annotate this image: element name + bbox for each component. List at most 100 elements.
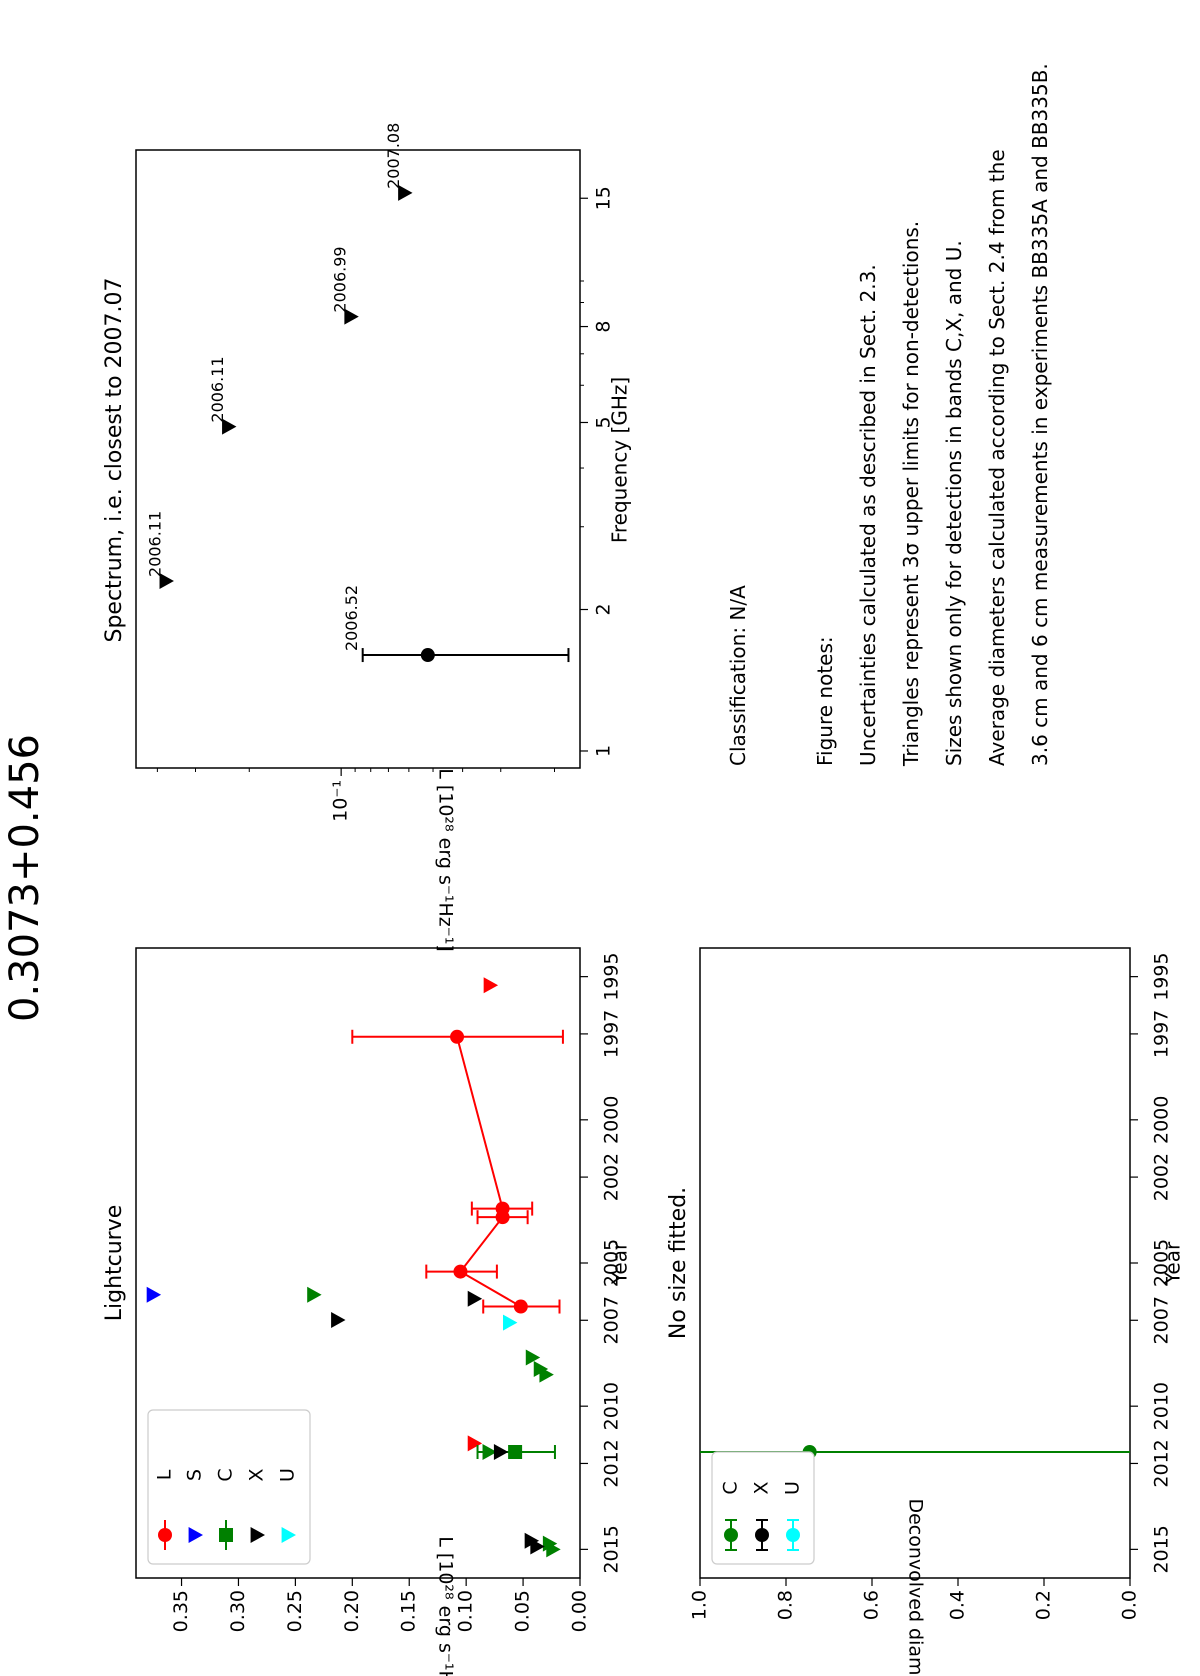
legend-label-L: L xyxy=(154,1469,176,1480)
x-tick-label: 2007 xyxy=(1151,1296,1173,1344)
x-tick-label: 1995 xyxy=(601,952,623,1000)
point-label: 2006.52 xyxy=(342,585,361,651)
error-bar xyxy=(361,648,570,663)
y-tick-label: 0.05 xyxy=(512,1590,534,1632)
x-tick-label: 8 xyxy=(593,321,615,333)
y-tick-label: 0.20 xyxy=(341,1590,363,1632)
x-tick-label: 2005 xyxy=(601,1239,623,1287)
point-label: 2006.11 xyxy=(208,356,227,422)
legend-marker-C xyxy=(219,1528,233,1542)
notes-line-4: Average diameters calculated according t… xyxy=(985,149,1009,766)
y-tick-label: 0.8 xyxy=(775,1590,797,1620)
legend-marker-C xyxy=(724,1528,738,1542)
chart-title: No size fitted. xyxy=(666,1187,691,1339)
x-tick-label: 2010 xyxy=(601,1382,623,1430)
x-tick-label: 2010 xyxy=(1151,1382,1173,1430)
legend-label-S: S xyxy=(184,1469,206,1481)
x-tick-label: 1997 xyxy=(601,1010,623,1058)
x-tick-label: 1995 xyxy=(1151,952,1173,1000)
y-tick-label: 0.25 xyxy=(284,1590,306,1632)
x-tick-label: 2007 xyxy=(601,1296,623,1344)
upper-limit-point xyxy=(398,184,413,201)
point-label: 2006.11 xyxy=(145,511,164,577)
upper-limit-C xyxy=(525,1349,541,1366)
upper-limit-X xyxy=(530,1538,545,1555)
y-tick-label: 0.0 xyxy=(1119,1590,1141,1620)
x-tick-label: 2005 xyxy=(1151,1239,1173,1287)
x-tick-label: 2002 xyxy=(601,1153,623,1201)
legend-label-U: U xyxy=(782,1481,804,1495)
legend-marker-S xyxy=(188,1527,203,1543)
x-tick-label: 2 xyxy=(593,603,615,615)
legend-label-X: X xyxy=(751,1481,773,1494)
notes-line-3: Sizes shown only for detections in bands… xyxy=(942,240,966,766)
upper-limit-C xyxy=(482,1444,497,1460)
upper-limit-X xyxy=(493,1444,509,1460)
upper-limit-U xyxy=(503,1314,518,1331)
upper-limit-L xyxy=(483,977,499,994)
y-tick-label: 0.30 xyxy=(227,1590,249,1632)
data-point-L xyxy=(453,1264,468,1279)
notes-line-2: Triangles represent 3σ upper limits for … xyxy=(899,221,923,767)
notes-heading: Figure notes: xyxy=(813,636,837,766)
x-tick-label: 2012 xyxy=(601,1439,623,1487)
x-tick-label: 1997 xyxy=(1151,1010,1173,1058)
x-tick-label: 2015 xyxy=(1151,1525,1173,1573)
x-tick-label: 2015 xyxy=(601,1525,623,1573)
x-tick-label: 5 xyxy=(593,416,615,428)
data-point-L xyxy=(513,1299,528,1314)
x-axis-label: Year xyxy=(1161,1241,1185,1285)
spectrum-frame xyxy=(135,149,581,769)
upper-limit-L xyxy=(467,1435,483,1452)
upper-limit-point xyxy=(344,308,359,325)
upper-limit-S xyxy=(146,1286,162,1303)
figure-notes: Figure notes: Uncertainties calculated a… xyxy=(813,63,1052,767)
chart-title: Lightcurve xyxy=(102,1205,127,1322)
legend-box xyxy=(147,1409,311,1565)
legend-marker-X xyxy=(755,1528,769,1542)
point-label: 2007.08 xyxy=(384,123,403,189)
legend-label-C: C xyxy=(720,1481,742,1494)
legend-marker-L xyxy=(158,1528,172,1542)
notes-line-5: 3.6 cm and 6 cm measurements in experime… xyxy=(1028,63,1052,766)
lightcurve-panel: 1995 1997 2000 2002 2005 2007 2010 2012 2015 0.00… xyxy=(102,947,632,1676)
legend-label-C: C xyxy=(215,1468,237,1481)
classification-text: Classification: N/A xyxy=(726,585,750,766)
x-tick-label: 2002 xyxy=(1151,1153,1173,1201)
y-tick-label: 1.0 xyxy=(689,1590,711,1620)
upper-limit-point xyxy=(159,572,174,589)
figure-title: 0.3073+0.456 xyxy=(2,734,48,1022)
y-axis-label: L [10²⁸ erg s⁻¹Hz⁻¹] xyxy=(435,768,457,952)
data-point-C xyxy=(508,1445,523,1459)
y-axis-label: Deconvolved diameter [pc] xyxy=(905,1498,927,1676)
x-axis-label: Frequency [GHz] xyxy=(608,377,632,543)
legend-label-X: X xyxy=(246,1468,268,1481)
legend-marker-U xyxy=(786,1528,800,1542)
y-axis-label: L [10²⁸ erg s⁻¹Hz⁻¹] xyxy=(435,1536,457,1676)
y-tick-label: 0.10 xyxy=(455,1590,477,1632)
classification-block: Classification: N/A xyxy=(726,585,750,766)
series-line-L xyxy=(456,1036,522,1308)
upper-limit-C xyxy=(546,1541,561,1558)
x-tick-label: 2000 xyxy=(1151,1096,1173,1144)
y-tick-label: 10⁻¹ xyxy=(330,780,352,822)
x-tick-label: 2012 xyxy=(1151,1439,1173,1487)
y-tick-label: 0.6 xyxy=(861,1590,883,1620)
y-tick-label: 0.00 xyxy=(569,1590,591,1632)
legend-marker-U xyxy=(281,1527,296,1543)
upper-limit-point xyxy=(222,418,237,435)
data-point xyxy=(420,648,435,663)
x-tick-label: 2000 xyxy=(601,1096,623,1144)
spectrum-panel: Spectrum, i.e. closest to 2007.07 Frequen… xyxy=(102,123,632,952)
upper-limit-C xyxy=(307,1286,322,1303)
x-axis-label: Year xyxy=(608,1241,632,1285)
upper-limit-X xyxy=(467,1290,483,1307)
size-panel: 1995 1997 2000 2002 2005 2007 2010 2012 2015 0.0 0… xyxy=(666,947,1185,1676)
y-tick-label: 0.4 xyxy=(947,1590,969,1620)
chart-title: Spectrum, i.e. closest to 2007.07 xyxy=(102,277,127,642)
notes-line-1: Uncertainties calculated as described in… xyxy=(856,264,880,766)
x-tick-label: 15 xyxy=(593,186,615,210)
